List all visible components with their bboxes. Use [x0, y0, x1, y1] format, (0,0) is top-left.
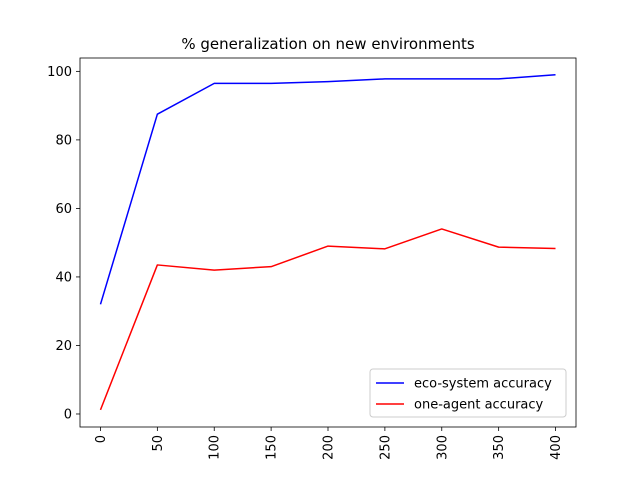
x-tick-label: 400: [549, 435, 564, 460]
y-tick-label: 40: [55, 270, 72, 285]
plot-area: 0 20 40 60 80 100 0 50 100 150 200 250 300 350 400: [47, 57, 577, 460]
legend-label-2: one-agent accuracy: [414, 398, 544, 413]
x-tick-label: 50: [151, 435, 166, 452]
legend-label-1: eco-system accuracy: [414, 377, 552, 392]
y-tick-label: 60: [55, 202, 72, 217]
x-tick-label: 100: [208, 435, 223, 460]
y-tick-label: 80: [55, 133, 72, 148]
chart-title: % generalization on new environments: [181, 35, 475, 53]
x-tick-label: 350: [492, 435, 507, 460]
x-tick-label: 200: [322, 435, 337, 460]
legend-box: [369, 368, 567, 418]
y-tick-label: 0: [64, 407, 72, 422]
x-tick-label: 150: [265, 435, 280, 460]
legend: eco-system accuracy one-agent accuracy: [369, 368, 567, 418]
series-line-1: [99, 74, 556, 305]
x-tick-label: 250: [378, 435, 393, 460]
x-tick-label: 300: [435, 435, 450, 460]
series-line-2: [99, 228, 556, 411]
y-tick-label: 20: [55, 339, 72, 354]
x-tick-label: 0: [94, 435, 109, 443]
y-tick-label: 100: [47, 65, 72, 80]
